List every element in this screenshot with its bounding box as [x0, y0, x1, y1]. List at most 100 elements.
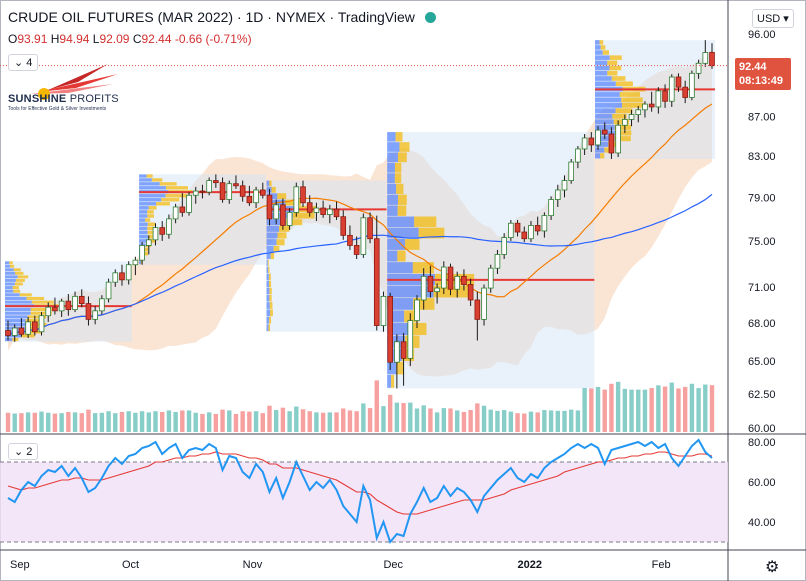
candle-body [152, 227, 159, 241]
volume-bar [441, 408, 447, 432]
volume-profile-bar [387, 374, 392, 388]
volume-bar [267, 405, 272, 432]
volume-bar [629, 389, 634, 432]
volume-bar [327, 412, 333, 432]
volume-profile-bar [139, 198, 162, 202]
volume-profile-bar [15, 271, 24, 275]
volume-profile-bar [387, 310, 405, 323]
volume-profile-bar [5, 322, 28, 326]
volume-bar [589, 388, 594, 432]
volume-bar [113, 413, 118, 432]
volume-profile-bar [266, 309, 271, 317]
volume-bar [488, 409, 493, 432]
candle-body [420, 275, 427, 301]
time-tick-label: 2022 [518, 559, 542, 571]
volume-bar [307, 411, 312, 432]
volume-bar [709, 385, 715, 432]
volume-profile-bar [266, 252, 271, 260]
volume-profile-bar [595, 153, 601, 159]
volume-profile-bar [147, 210, 154, 214]
volume-bar [461, 411, 467, 432]
volume-bar [642, 389, 648, 432]
volume-profile-bar [139, 178, 152, 182]
candle-body [219, 182, 226, 200]
volume-profile-bar [602, 50, 609, 55]
candle-body [85, 303, 92, 320]
volume-profile-bar [604, 147, 613, 153]
volume-profile-bar [387, 285, 434, 298]
volume-profile-bar [266, 287, 270, 295]
volume-bar [59, 413, 64, 432]
candle-body [179, 206, 186, 213]
candle-body [145, 239, 152, 246]
candle-body [622, 119, 628, 126]
candle-body [501, 237, 507, 255]
candle-body [119, 272, 125, 281]
volume-bar [253, 411, 259, 432]
volume-profile-bar [266, 280, 269, 288]
volume-bar [240, 411, 245, 432]
settings-gear-icon[interactable]: ⚙ [765, 559, 780, 576]
volume-bar [206, 412, 212, 432]
volume-bar [220, 409, 225, 432]
volume-bar [32, 412, 38, 432]
volume-profile-bar [139, 230, 148, 235]
volume-profile-bar [139, 222, 148, 226]
candle-body [400, 341, 407, 359]
rsi-tick-label: 40.00 [748, 517, 776, 529]
candle-body [541, 215, 548, 232]
volume-bar [300, 409, 306, 432]
candle-body [373, 238, 380, 326]
volume-bar [99, 412, 105, 432]
volume-profile-bar [147, 214, 155, 218]
candle-body [78, 295, 85, 304]
volume-profile-bar [395, 132, 403, 142]
candle-body [487, 267, 494, 289]
volume-profile-bar [14, 282, 23, 286]
volume-profile-bar [595, 65, 610, 71]
candle-body [320, 207, 326, 215]
volume-profile-bar [600, 153, 605, 159]
volume-profile-bar [5, 315, 28, 319]
high-value: 94.94 [59, 32, 90, 46]
volume-bar [615, 381, 621, 432]
volume-profile-bar [619, 92, 640, 97]
candle-body [233, 183, 239, 187]
candle-body [347, 234, 353, 246]
volume-profile-bar [269, 302, 273, 309]
volume-bar [320, 412, 326, 432]
volume-profile-bar [266, 245, 274, 253]
volume-profile-bar [611, 76, 626, 81]
volume-bar [374, 380, 379, 432]
volume-profile-bar [607, 60, 618, 66]
volume-profile-bar [286, 219, 303, 226]
volume-bar [481, 405, 487, 432]
volume-profile-bar [151, 178, 163, 182]
candle-body [58, 300, 65, 312]
volume-profile-bar [387, 227, 419, 239]
rsi-tick-label: 80.00 [748, 437, 776, 449]
volume-profile-bar [387, 216, 415, 228]
currency-label: USD [757, 13, 781, 25]
candle-body [668, 76, 675, 102]
indicators-toggle[interactable]: ⌄ 4 [8, 54, 39, 71]
volume-bar [133, 412, 138, 432]
volume-profile-bar [396, 183, 404, 194]
volume-bar [354, 411, 359, 432]
candle-body [514, 222, 521, 233]
volume-bar [341, 408, 346, 432]
candle-body [427, 275, 434, 293]
volume-bar [468, 410, 473, 432]
candle-body [682, 86, 688, 98]
candle-body [273, 204, 279, 220]
candle-body [32, 321, 38, 333]
volume-bar [119, 411, 125, 432]
price-tick-label: 71.00 [748, 282, 776, 294]
volume-profile-bar [387, 142, 400, 152]
volume-bar [515, 413, 520, 432]
volume-profile-bar [148, 234, 156, 239]
market-status-icon [424, 12, 436, 23]
currency-selector[interactable]: USD ▾ [752, 9, 794, 28]
rsi-toggle[interactable]: ⌄ 2 [8, 443, 39, 460]
